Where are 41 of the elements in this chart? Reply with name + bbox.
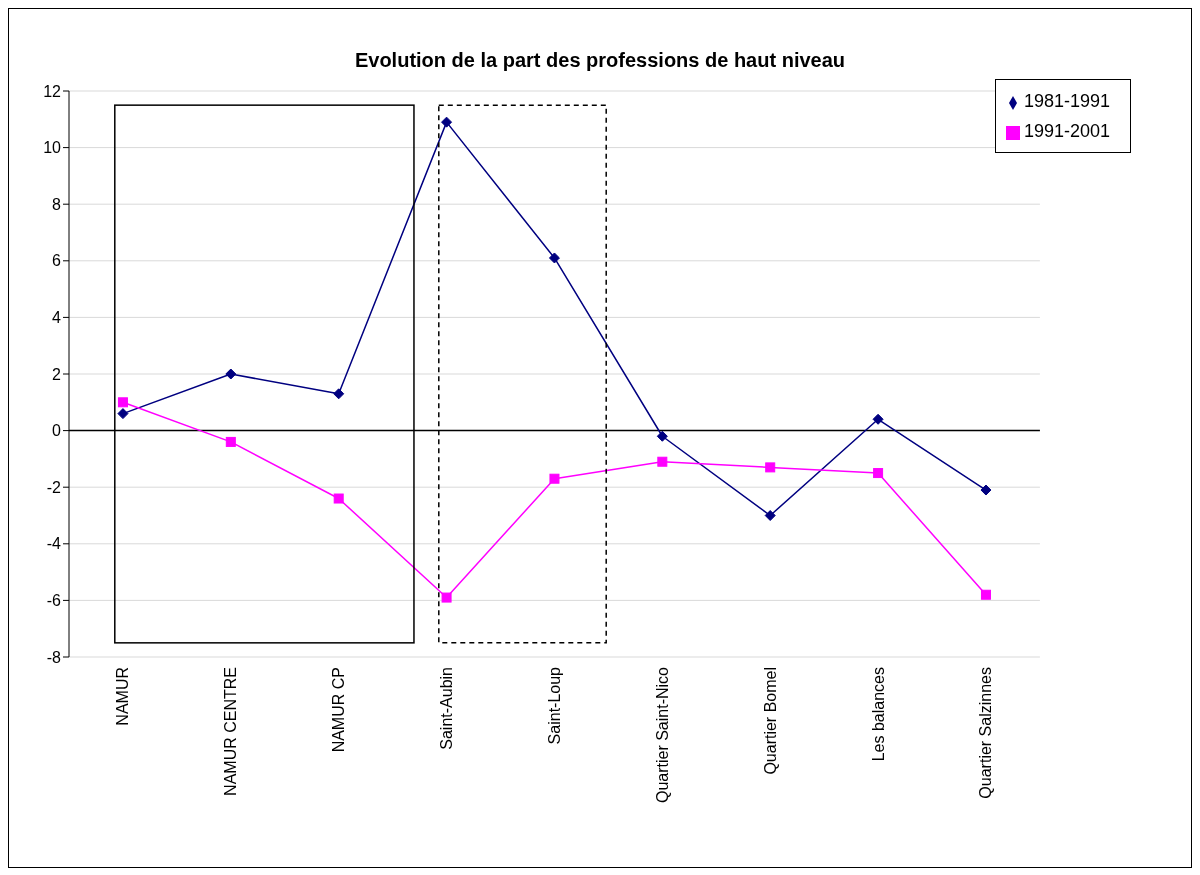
point <box>765 462 776 473</box>
point <box>873 468 884 479</box>
point <box>441 116 453 128</box>
point <box>656 430 668 442</box>
point <box>441 592 452 603</box>
y-tick-label: -2 <box>46 478 62 496</box>
y-tick-label: 6 <box>52 252 62 270</box>
y-tick-label: 4 <box>52 309 62 327</box>
y-tick-label: 8 <box>52 195 62 213</box>
point <box>980 589 991 600</box>
y-tick-label: -6 <box>46 592 62 610</box>
x-tick-label: Saint-Loup <box>545 666 563 745</box>
legend-label: 1991-2001 <box>1023 121 1110 141</box>
point <box>333 493 344 504</box>
x-tick-label: Quartier Saint-Nico <box>653 666 671 804</box>
point <box>980 484 992 496</box>
point <box>549 473 560 484</box>
x-tick-label: NAMUR <box>114 667 132 726</box>
y-tick-label: 12 <box>43 82 62 100</box>
point <box>117 408 129 420</box>
y-tick-label: 2 <box>52 365 62 383</box>
x-tick-label: NAMUR CP <box>330 667 348 753</box>
y-tick-label: 10 <box>43 139 62 157</box>
point <box>225 436 236 447</box>
legend-label: 1981-1991 <box>1023 91 1110 111</box>
x-tick-label: NAMUR CENTRE <box>222 667 240 796</box>
y-tick-label: 0 <box>52 422 62 440</box>
x-tick-label: Quartier Salzinnes <box>977 667 995 799</box>
x-tick-label: Les balances <box>869 667 887 762</box>
chart-title: Evolution de la part des professions de haut niveau <box>353 49 847 72</box>
point <box>117 397 128 408</box>
x-tick-label: Quartier Bomel <box>761 667 779 775</box>
point <box>657 456 668 467</box>
y-tick-label: -4 <box>46 535 62 553</box>
point <box>333 388 345 400</box>
y-tick-label: -8 <box>46 648 62 666</box>
point <box>872 413 884 425</box>
point <box>548 252 560 264</box>
x-tick-label: Saint-Aubin <box>438 667 456 750</box>
point <box>764 510 776 521</box>
point <box>225 368 237 380</box>
